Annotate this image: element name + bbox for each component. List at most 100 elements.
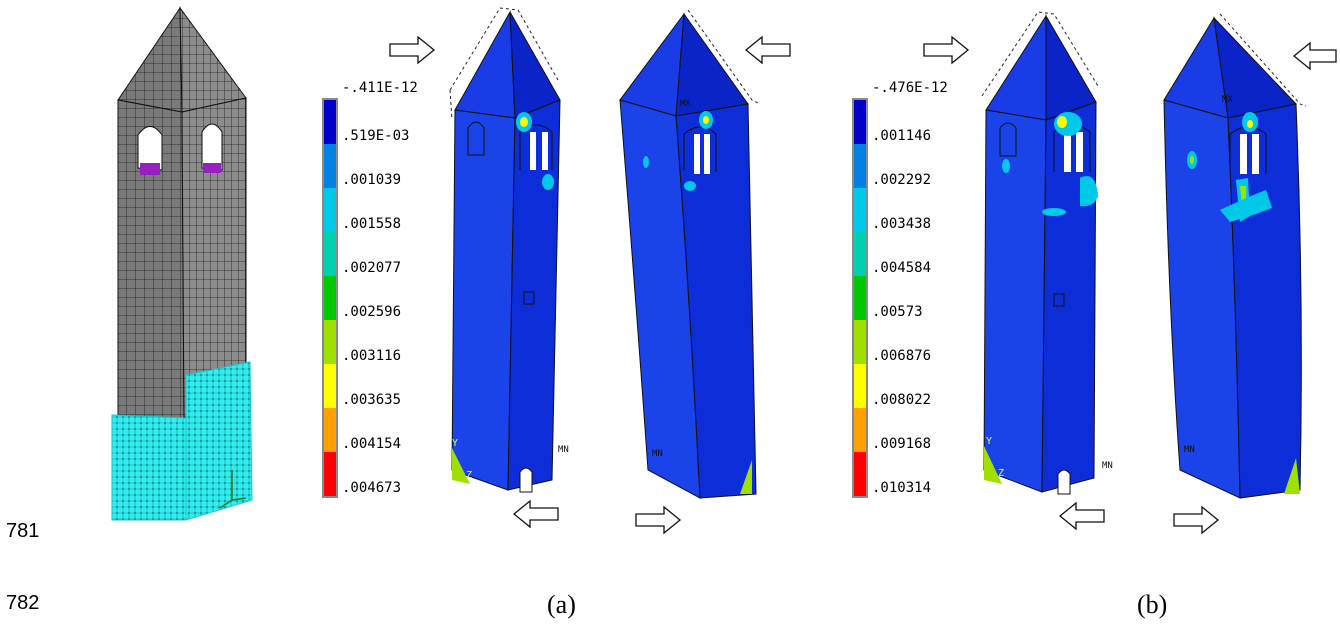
arrow-left-icon [512, 499, 559, 529]
colorbar-a-swatch [324, 320, 336, 364]
panel-b-tower-2: MX MN [1163, 13, 1307, 499]
colorbar-a-label: .004154 [342, 436, 402, 452]
stress-hotspot [542, 174, 554, 190]
colorbar-a: .519E-03 .001039 .001558 .002077 .002596… [322, 98, 432, 498]
door-cut [1057, 469, 1071, 495]
arrow-right-icon [1173, 505, 1220, 535]
corner-gizmo [452, 448, 470, 484]
door-cut [519, 467, 533, 493]
colorbar-a-label: .519E-03 [342, 128, 410, 144]
colorbar-a-swatch [324, 276, 336, 320]
axis-label-y: Y [452, 438, 458, 449]
mesh-spire-left [117, 6, 183, 113]
colorbar-a-swatch [324, 408, 336, 452]
colorbar-b-label: .008022 [872, 392, 932, 408]
colorbar-b-swatch [854, 364, 866, 408]
window-opening [530, 132, 536, 170]
window-outline [683, 126, 717, 172]
axis-label-y: Y [986, 436, 992, 447]
mesh-spire-right [179, 6, 247, 113]
colorbar-a-swatch [324, 100, 336, 144]
panel-b-tower-1: Y Z MN [981, 11, 1113, 495]
undeformed-outline [1219, 13, 1307, 107]
colorbar-a-swatches [322, 98, 338, 498]
colorbar-a-top-label: -.411E-12 [342, 80, 418, 96]
mesh-base-constraints-right [185, 361, 253, 521]
colorbar-a-swatch [324, 364, 336, 408]
tower-shaft [675, 103, 757, 499]
colorbar-a-swatch [324, 232, 336, 276]
mid-window [523, 291, 535, 305]
window-opening [542, 132, 548, 170]
stress-hotspot [703, 116, 709, 124]
window-outline [519, 124, 553, 170]
mesh-window-left [137, 126, 163, 171]
mesh-tower [111, 6, 253, 521]
arrow-left-icon [1292, 41, 1337, 71]
tower-spire [985, 14, 1047, 121]
colorbar-b-swatch [854, 188, 866, 232]
window-opening [1252, 134, 1259, 174]
stress-hotspot [1247, 120, 1253, 128]
corner-gizmo [740, 460, 752, 494]
tower-shaft [1227, 103, 1302, 499]
undeformed-outline [449, 89, 453, 121]
mid-window [1053, 293, 1065, 307]
colorbar-a-label: .003116 [342, 348, 402, 364]
colorbar-b-swatch [854, 144, 866, 188]
stress-hotspot [1190, 156, 1194, 164]
colorbar-b-swatch [854, 276, 866, 320]
colorbar-a-swatch [324, 452, 336, 496]
window-opening [704, 134, 710, 174]
stress-hotspot [1080, 176, 1098, 207]
mn-marker: MN [652, 449, 663, 459]
arrow-right-icon [635, 505, 682, 535]
mx-marker: MX [1222, 95, 1233, 105]
tower-spire [509, 11, 561, 119]
tower-shaft [451, 109, 516, 491]
mn-marker: MN [1102, 461, 1113, 471]
stress-hotspot [1002, 159, 1010, 173]
panel-a-tower-2: MX MN [619, 9, 761, 499]
arrow-right-icon [389, 35, 436, 65]
colorbar-b-swatch [854, 452, 866, 496]
window-outline [999, 122, 1017, 157]
stress-hotspot [684, 181, 696, 191]
undeformed-outline [981, 11, 1099, 97]
colorbar-a-label: .002077 [342, 260, 402, 276]
colorbar-a-label: .001558 [342, 216, 402, 232]
colorbar-a-label: .001039 [342, 172, 402, 188]
colorbar-b-label: .002292 [872, 172, 932, 188]
stress-hotspot [1220, 190, 1272, 222]
window-opening [1064, 132, 1071, 172]
tower-shaft [983, 109, 1047, 493]
corner-gizmo [1284, 458, 1300, 494]
colorbar-a-swatch [324, 188, 336, 232]
window-outline [467, 121, 485, 156]
colorbar-a-label: .004673 [342, 480, 402, 496]
mn-marker: MN [1184, 445, 1195, 455]
window-opening [1076, 132, 1083, 172]
arrow-right-icon [923, 35, 970, 65]
colorbar-b-swatch [854, 320, 866, 364]
colorbar-b-swatch [854, 408, 866, 452]
axis-label-z: Z [998, 468, 1004, 479]
undeformed-outline [687, 9, 761, 105]
corner-gizmo [984, 446, 1002, 484]
colorbar-a-swatch [324, 144, 336, 188]
stress-hotspot [1042, 208, 1066, 216]
colorbar-b-label: .003438 [872, 216, 932, 232]
mesh-base-constraints-left [111, 414, 187, 521]
arrow-left-icon [1058, 501, 1105, 531]
caption-b: (b) [1137, 590, 1168, 619]
colorbar-b-label: .009168 [872, 436, 932, 452]
colorbar-b-label: .001146 [872, 128, 932, 144]
window-opening [1240, 134, 1247, 174]
colorbar-b-swatches [852, 98, 868, 498]
mx-marker: MX [680, 99, 691, 109]
mesh-window-right [201, 123, 223, 171]
mn-marker: MN [558, 445, 569, 455]
undeformed-outline [449, 7, 559, 91]
line-number-782: 782 [6, 592, 40, 614]
colorbar-b-label: .010314 [872, 480, 932, 496]
